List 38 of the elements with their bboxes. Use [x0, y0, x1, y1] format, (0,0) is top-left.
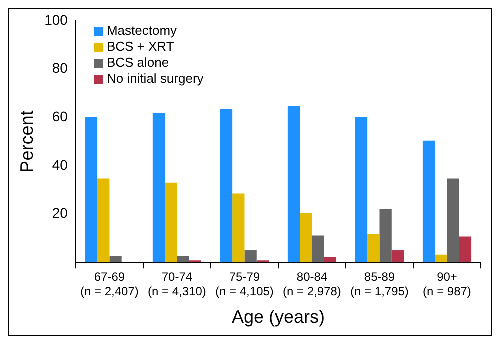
x-tick-label: 80-84 (n = 2,978) [283, 270, 342, 299]
y-axis-title: Percent [16, 110, 37, 173]
bar [288, 106, 300, 263]
legend-label: Mastectomy [106, 23, 178, 39]
x-tick-label: 75-79 (n = 4,105) [216, 270, 274, 299]
bar [459, 236, 472, 263]
bar [324, 258, 337, 263]
bar [300, 213, 312, 263]
bar [110, 256, 122, 263]
y-tick-label: 80 [52, 60, 68, 76]
bar [152, 113, 166, 263]
bar [85, 117, 98, 263]
x-tick-label: 70-74 (n = 4,310) [148, 270, 206, 299]
x-tick-label: 90+ (n = 987) [423, 270, 472, 299]
x-axis-title: Age (years) [232, 307, 326, 328]
bar [392, 250, 404, 263]
bar [244, 250, 257, 263]
y-tick-label: 40 [52, 156, 68, 173]
bar [177, 256, 190, 263]
bar [355, 117, 368, 263]
bar [220, 108, 233, 263]
bar [98, 178, 110, 263]
bar [447, 178, 460, 263]
y-tick-label: 60 [52, 108, 68, 124]
bar [435, 254, 448, 263]
x-tick-label: 67-69 (n = 2,407) [80, 270, 139, 299]
legend-label: BCS + XRT [106, 39, 174, 55]
y-tick-label: 100 [44, 12, 68, 28]
legend-label: No initial surgery [106, 71, 204, 87]
bar [165, 182, 178, 263]
y-tick-label: 20 [52, 205, 68, 222]
bar [232, 194, 245, 263]
x-tick-label: 85-89 (n = 1,795) [350, 270, 409, 299]
bar [422, 140, 436, 263]
bar [312, 236, 324, 263]
bar [368, 234, 380, 263]
legend-label: BCS alone [106, 55, 170, 71]
bar [380, 209, 392, 263]
